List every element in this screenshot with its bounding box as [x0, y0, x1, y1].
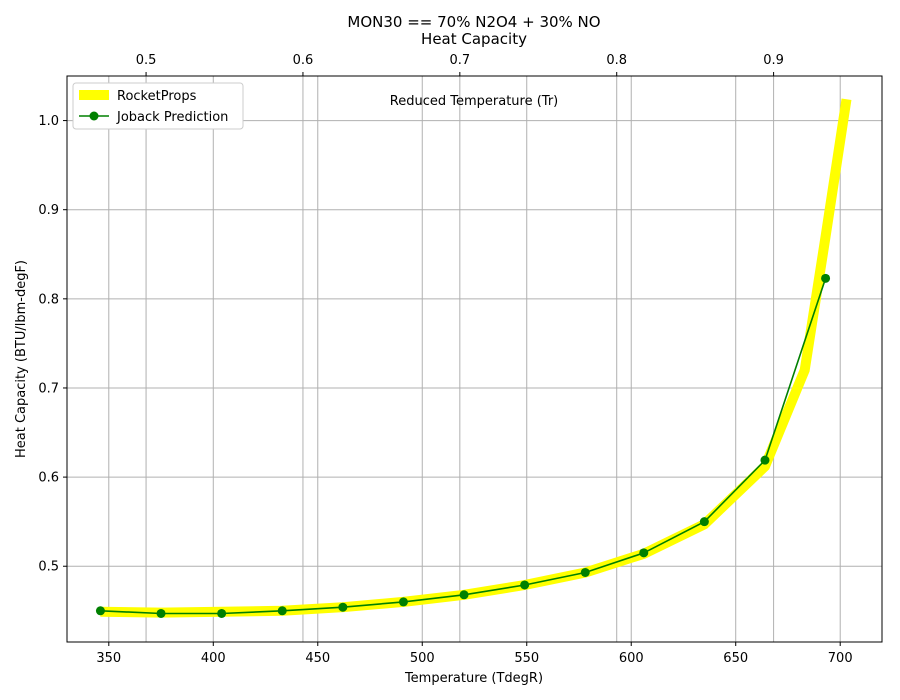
- data-point-joback-prediction: [277, 606, 287, 616]
- y-tick-label: 1.0: [38, 114, 59, 129]
- plot-frame: [66, 75, 883, 643]
- legend-label-rocketprops: RocketProps: [117, 89, 197, 104]
- x-tick-label: 500: [410, 651, 435, 666]
- data-point-joback-prediction: [520, 580, 530, 590]
- data-point-joback-prediction: [760, 455, 770, 465]
- axes: 350 400 450 500 550 600 650 700 0.5 0.6 0.7 0.8 0.9 1…: [38, 53, 852, 666]
- series-line-joback-prediction: [100, 278, 827, 615]
- y-tick-label: 0.9: [38, 203, 59, 218]
- data-point-joback-prediction: [398, 597, 408, 607]
- x-tick-label: 400: [201, 651, 226, 666]
- x2-tick-label: 0.5: [136, 53, 157, 68]
- legend: RocketProps Joback Prediction: [72, 82, 244, 130]
- series-line-rocketprops: [100, 98, 852, 618]
- x2-tick-label: 0.6: [293, 53, 314, 68]
- x2-tick-label: 0.7: [449, 53, 470, 68]
- x-axis-label: Temperature (TdegR): [404, 671, 543, 686]
- data-point-joback-prediction: [459, 590, 469, 600]
- x-tick-label: 350: [96, 651, 121, 666]
- x-tick-label: 700: [828, 651, 853, 666]
- x2-tick-label: 0.8: [606, 53, 627, 68]
- y-tick-label: 0.8: [38, 292, 59, 307]
- data-point-joback-prediction: [95, 606, 105, 616]
- x-tick-label: 600: [619, 651, 644, 666]
- data-point-joback-prediction: [699, 517, 709, 527]
- legend-label-joback: Joback Prediction: [116, 110, 228, 125]
- x-tick-label: 650: [723, 651, 748, 666]
- grid-lines: [67, 76, 882, 642]
- series-layer: [95, 98, 852, 618]
- y-axis-label: Heat Capacity (BTU/lbm-degF): [14, 260, 29, 458]
- chart-title: MON30 == 70% N2O4 + 30% NO: [347, 13, 600, 31]
- data-point-joback-prediction: [639, 548, 649, 558]
- y-tick-label: 0.6: [38, 471, 59, 486]
- x2-axis-label: Reduced Temperature (Tr): [390, 94, 558, 109]
- data-point-joback-prediction: [580, 567, 590, 577]
- legend-box: [72, 82, 244, 130]
- data-point-joback-prediction: [156, 608, 166, 618]
- legend-marker-joback-point: [89, 111, 99, 121]
- y-tick-label: 0.5: [38, 560, 59, 575]
- x-tick-label: 450: [305, 651, 330, 666]
- data-point-joback-prediction: [821, 273, 831, 283]
- data-point-joback-prediction: [217, 608, 227, 618]
- y-tick-label: 0.7: [38, 381, 59, 396]
- x-tick-label: 550: [514, 651, 539, 666]
- chart-subtitle: Heat Capacity: [421, 30, 527, 48]
- data-point-joback-prediction: [338, 602, 348, 612]
- x2-tick-label: 0.9: [763, 53, 784, 68]
